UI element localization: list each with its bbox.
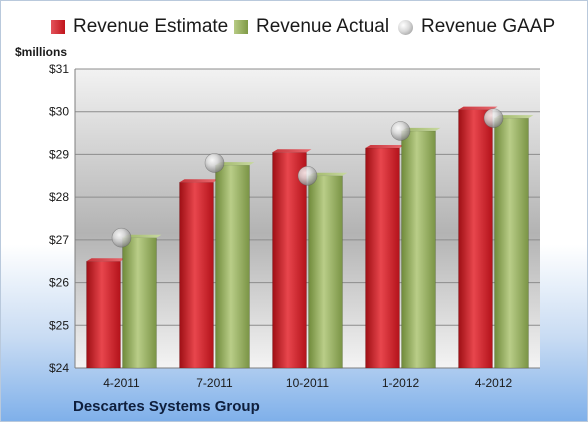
bar-actual-top — [308, 172, 348, 176]
bar-estimate — [272, 149, 312, 369]
bar-estimate-top — [179, 179, 219, 183]
x-tick-label: 4-2012 — [475, 376, 513, 390]
chart-legend: Revenue Estimate Revenue Actual Revenue … — [1, 15, 587, 39]
y-tick-label: $29 — [49, 147, 69, 161]
bar-actual — [494, 115, 534, 369]
legend-swatch-actual — [234, 20, 248, 34]
y-tick-label: $27 — [49, 233, 69, 247]
y-tick-label: $31 — [49, 62, 69, 76]
y-tick-label: $24 — [49, 361, 69, 375]
y-tick-label: $28 — [49, 190, 69, 204]
bar-actual-top — [215, 162, 255, 166]
bar-estimate — [179, 179, 219, 369]
point-gaap — [483, 108, 504, 128]
y-axis-unit-label: $millions — [15, 45, 68, 59]
bar-actual-face — [215, 164, 250, 369]
legend-item-actual: Revenue Actual — [234, 15, 389, 39]
bar-actual — [308, 172, 348, 369]
bar-actual-face — [401, 130, 436, 369]
bar-actual-face — [122, 237, 157, 369]
bar-estimate-face — [179, 181, 214, 369]
bar-estimate-top — [86, 258, 126, 262]
bar-actual — [122, 234, 162, 369]
x-tick-label: 7-2011 — [196, 376, 233, 390]
legend-label-estimate: Revenue Estimate — [73, 16, 229, 37]
bar-actual-face — [308, 175, 343, 369]
x-tick-label: 4-2011 — [103, 376, 140, 390]
point-gaap — [111, 227, 132, 248]
legend-label-gaap: Revenue GAAP — [421, 16, 556, 37]
bar-actual — [215, 162, 255, 369]
y-tick-label: $30 — [49, 105, 69, 119]
point-gaap — [297, 165, 318, 186]
bar-actual-top — [494, 115, 534, 119]
legend-label-actual: Revenue Actual — [256, 16, 390, 37]
bar-actual — [401, 127, 441, 369]
y-tick-label: $25 — [49, 318, 69, 332]
y-tick-label: $26 — [49, 276, 69, 290]
bar-estimate-face — [365, 147, 400, 369]
bar-estimate — [86, 258, 126, 369]
bar-estimate-face — [86, 260, 121, 369]
legend-swatch-estimate — [51, 20, 65, 34]
point-gaap — [204, 153, 225, 173]
bar-actual-top — [122, 234, 162, 238]
bar-actual-top — [401, 127, 441, 131]
bar-estimate-top — [458, 106, 498, 110]
bar-estimate — [365, 145, 405, 369]
company-name: Descartes Systems Group — [73, 398, 260, 415]
bar-estimate-face — [458, 109, 493, 369]
legend-item-gaap: Revenue GAAP — [398, 15, 555, 39]
x-tick-label: 1-2012 — [382, 376, 420, 390]
bar-estimate-top — [272, 149, 312, 153]
legend-item-estimate: Revenue Estimate — [51, 15, 228, 39]
bar-actual-face — [494, 117, 529, 369]
point-gaap — [390, 121, 411, 141]
bar-estimate — [458, 106, 498, 369]
x-tick-label: 10-2011 — [286, 376, 329, 390]
bar-estimate-face — [272, 152, 307, 369]
legend-marker-gaap — [398, 19, 413, 35]
bar-estimate-top — [365, 145, 405, 149]
